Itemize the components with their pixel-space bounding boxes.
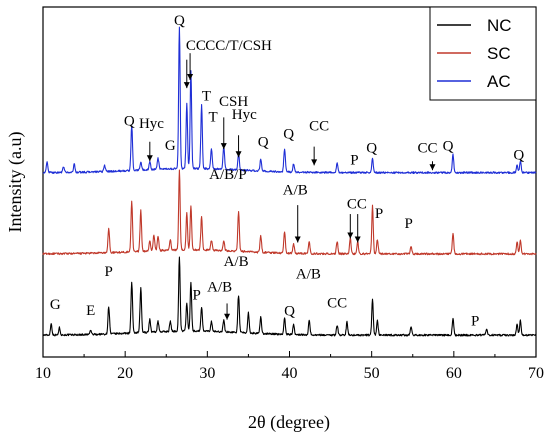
peak-label: CC [309,118,329,134]
legend: NC SC AC [429,6,537,101]
peak-label: CSH [219,94,248,110]
peak-label: P [375,206,383,222]
peak-label: Hyc [232,107,257,123]
peak-label: A/B/P [209,167,247,183]
x-axis-title: 2θ (degree) [248,412,330,433]
peak-label: G [165,138,176,154]
annotation-arrowhead [224,313,231,320]
x-tick-label: 20 [117,365,133,382]
x-tick-label: 60 [446,365,462,382]
peak-label: Q [366,140,377,156]
peak-label: P [404,216,412,232]
x-tick-label: 30 [199,365,215,382]
peak-label: CC [327,296,347,312]
peak-label: Hyc [139,116,164,132]
peak-label: T [208,109,217,125]
peak-label: A/B [207,279,232,295]
annotation-arrowhead [429,164,436,171]
peak-label: P [192,287,200,303]
peak-label: CC [347,196,367,212]
annotation-arrowhead [354,236,361,243]
annotation-arrows [146,53,436,320]
annotation-arrowhead [146,155,153,162]
peak-label: CC [418,140,438,156]
annotation-arrowhead [183,82,190,89]
peak-label: Q [284,304,295,320]
peak-label: A/B [224,254,249,270]
series-layer [42,26,537,337]
legend-label-ac: AC [487,72,511,91]
peak-label: CC/T/CSH [205,38,272,54]
annotation-arrowhead [347,232,354,239]
series-line-sc [42,169,537,256]
peak-label: Q [513,148,524,164]
x-tick-label: 50 [364,365,380,382]
annotation-arrowhead [187,74,194,80]
annotation-arrowhead [294,236,301,243]
peak-label: Q [174,13,185,29]
y-axis-title: Intensity (a.u) [5,132,26,233]
x-tick-label: 10 [35,365,51,382]
peak-label: Q [258,135,269,151]
annotation-arrowhead [220,143,227,150]
peak-label: P [471,313,479,329]
annotation-arrowhead [311,159,318,166]
peak-label: G [50,297,61,313]
peak-label: P [350,153,358,169]
legend-label-sc: SC [487,44,511,63]
x-tick-label: 40 [282,365,298,382]
legend-label-nc: NC [487,16,512,35]
peak-label: A/B [283,183,308,199]
peak-label: T [202,88,211,104]
series-line-nc [42,256,537,337]
peak-label: Q [443,139,454,155]
peak-label: E [86,303,95,319]
peak-label: Q [124,114,135,130]
peak-label: A/B [296,266,321,282]
x-axis-ticks: 10 20 30 40 50 60 70 [35,351,544,382]
peak-label: CC [186,38,206,54]
series-line-ac [42,26,537,175]
peak-label: P [105,264,113,280]
peak-label: Q [283,127,294,143]
annotation-arrowhead [235,151,242,158]
x-tick-label: 70 [528,365,544,382]
